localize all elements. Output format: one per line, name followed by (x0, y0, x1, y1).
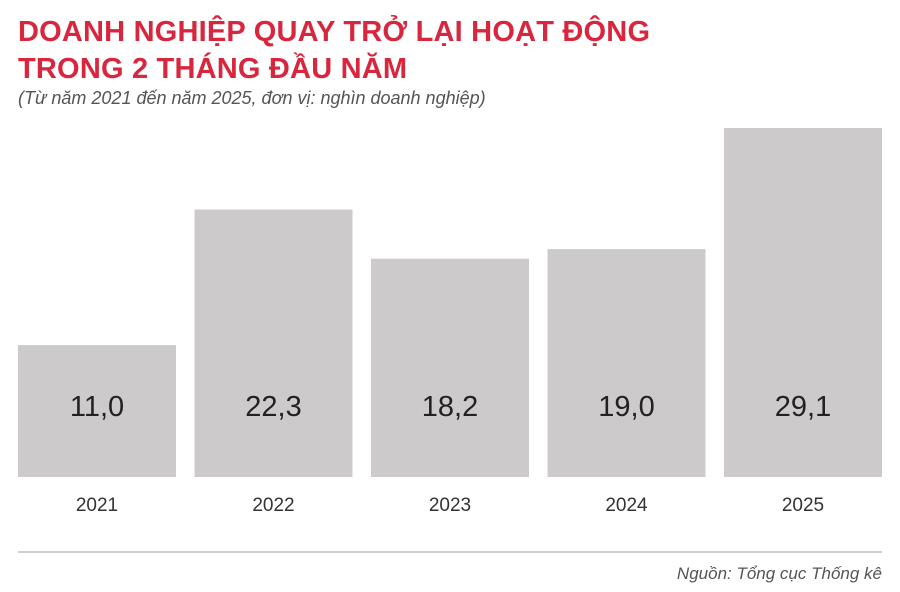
chart-title-line-2: TRONG 2 THÁNG ĐẦU NĂM (18, 53, 408, 85)
x-tick-label: 2024 (605, 495, 648, 516)
x-tick-label: 2022 (252, 495, 294, 516)
bar-value-label: 22,3 (245, 391, 301, 423)
chart-subtitle: (Từ năm 2021 đến năm 2025, đơn vị: nghìn… (18, 88, 486, 108)
bar-value-label: 29,1 (775, 391, 831, 423)
bar-2023 (371, 258, 529, 477)
bar-2022 (194, 209, 353, 477)
x-tick-label: 2025 (782, 495, 824, 516)
chart-title: DOANH NGHIỆP QUAY TRỞ LẠI HOẠT ĐỘNG TRON… (18, 14, 878, 88)
chart-title-line-1: DOANH NGHIỆP QUAY TRỞ LẠI HOẠT ĐỘNG (18, 16, 651, 48)
bar-2025 (724, 128, 882, 477)
x-tick-label: 2023 (429, 495, 471, 516)
bar-value-label: 18,2 (422, 391, 478, 423)
x-tick-label: 2021 (76, 495, 118, 516)
source-note: Nguồn: Tổng cục Thống kê (676, 564, 882, 583)
bar-2024 (547, 249, 706, 477)
bar-value-label: 19,0 (598, 391, 654, 423)
footer-divider (18, 551, 882, 553)
bar-value-label: 11,0 (70, 391, 124, 423)
bar-2021 (18, 345, 176, 477)
